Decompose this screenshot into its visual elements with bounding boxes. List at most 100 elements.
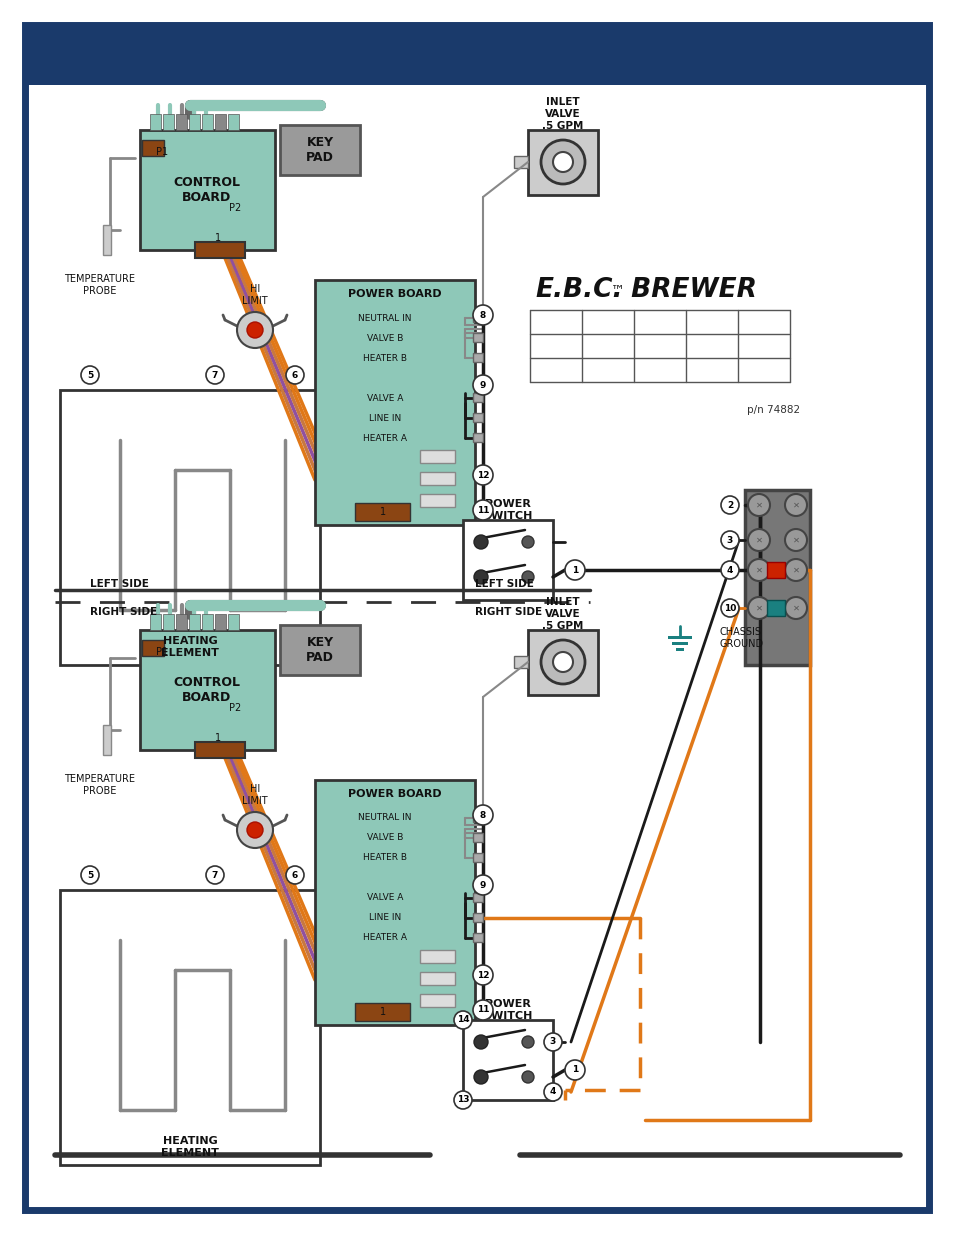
Text: 9: 9 xyxy=(479,380,486,389)
Circle shape xyxy=(553,152,573,172)
Text: CONTROL
BOARD: CONTROL BOARD xyxy=(173,177,240,204)
Text: 5: 5 xyxy=(87,370,93,379)
Text: HEATING
ELEMENT: HEATING ELEMENT xyxy=(161,636,218,658)
Text: HEATER B: HEATER B xyxy=(363,353,407,363)
Text: VALVE B: VALVE B xyxy=(366,333,403,342)
Text: LINE IN: LINE IN xyxy=(369,914,400,923)
Circle shape xyxy=(521,571,534,583)
Circle shape xyxy=(784,494,806,516)
Text: TEMPERATURE
PROBE: TEMPERATURE PROBE xyxy=(65,774,135,795)
Bar xyxy=(473,832,482,842)
Bar xyxy=(189,614,200,630)
Bar xyxy=(228,114,239,130)
Bar xyxy=(194,242,245,258)
Text: 7: 7 xyxy=(212,871,218,879)
Text: 3: 3 xyxy=(726,536,732,545)
Bar xyxy=(314,781,475,1025)
Circle shape xyxy=(473,876,493,895)
Text: 11: 11 xyxy=(476,1005,489,1014)
Text: P1: P1 xyxy=(155,647,168,657)
Circle shape xyxy=(540,640,584,684)
Text: LEFT SIDE: LEFT SIDE xyxy=(90,579,149,589)
Bar xyxy=(140,630,274,750)
Text: 7: 7 xyxy=(212,370,218,379)
Text: 1: 1 xyxy=(571,1066,578,1074)
Text: RIGHT SIDE: RIGHT SIDE xyxy=(475,606,541,618)
Text: 12: 12 xyxy=(476,971,489,979)
Bar xyxy=(60,890,319,1165)
Bar xyxy=(25,25,928,85)
Bar xyxy=(473,433,482,442)
Circle shape xyxy=(474,1035,488,1049)
Text: HEATER A: HEATER A xyxy=(363,934,407,942)
Circle shape xyxy=(206,366,224,384)
Text: E.B.C.: E.B.C. xyxy=(535,277,622,303)
Bar xyxy=(419,494,455,508)
Text: RIGHT SIDE: RIGHT SIDE xyxy=(90,606,157,618)
Bar xyxy=(214,114,226,130)
Circle shape xyxy=(784,559,806,580)
Text: 2: 2 xyxy=(726,500,732,510)
Bar xyxy=(175,614,187,630)
Bar xyxy=(194,742,245,758)
Bar xyxy=(189,114,200,130)
Text: VALVE A: VALVE A xyxy=(366,394,403,403)
Text: 6: 6 xyxy=(292,370,297,379)
Circle shape xyxy=(454,1091,472,1109)
Text: 6: 6 xyxy=(292,871,297,879)
Bar xyxy=(202,614,213,630)
Text: ✕: ✕ xyxy=(755,604,761,613)
Circle shape xyxy=(543,1083,561,1100)
Bar xyxy=(514,156,527,168)
Circle shape xyxy=(564,1060,584,1079)
Bar xyxy=(355,503,410,521)
Text: 1: 1 xyxy=(214,734,221,743)
Bar xyxy=(744,490,809,664)
Bar xyxy=(175,114,187,130)
Circle shape xyxy=(474,535,488,550)
Circle shape xyxy=(474,1070,488,1084)
Text: LEFT SIDE: LEFT SIDE xyxy=(475,579,534,589)
Circle shape xyxy=(784,597,806,619)
Text: p/n 74882: p/n 74882 xyxy=(746,405,800,415)
Text: 3: 3 xyxy=(549,1037,556,1046)
Bar xyxy=(462,1020,553,1100)
Bar xyxy=(163,114,173,130)
Bar xyxy=(280,125,359,175)
Text: HI
LIMIT: HI LIMIT xyxy=(242,284,268,306)
Text: INLET
VALVE
.5 GPM: INLET VALVE .5 GPM xyxy=(541,598,583,631)
Text: ✕: ✕ xyxy=(755,536,761,545)
Circle shape xyxy=(747,559,769,580)
Circle shape xyxy=(473,1000,493,1020)
Text: POWER
SWITCH: POWER SWITCH xyxy=(483,499,532,521)
Text: HEATING
ELEMENT: HEATING ELEMENT xyxy=(161,1136,218,1157)
Circle shape xyxy=(543,1032,561,1051)
Text: 1: 1 xyxy=(379,1007,386,1016)
Bar xyxy=(667,636,691,638)
Circle shape xyxy=(454,1011,472,1029)
Circle shape xyxy=(553,652,573,672)
Circle shape xyxy=(473,500,493,520)
Text: NEUTRAL IN: NEUTRAL IN xyxy=(358,814,412,823)
Circle shape xyxy=(236,811,273,848)
Circle shape xyxy=(474,571,488,584)
Bar xyxy=(355,1003,410,1021)
Text: 1: 1 xyxy=(379,508,386,517)
Text: P2: P2 xyxy=(229,203,241,212)
Bar xyxy=(103,725,111,755)
Circle shape xyxy=(521,1071,534,1083)
Circle shape xyxy=(540,140,584,184)
Bar xyxy=(214,614,226,630)
Text: POWER
SWITCH: POWER SWITCH xyxy=(483,999,532,1021)
Text: VALVE A: VALVE A xyxy=(366,893,403,903)
Bar xyxy=(766,600,784,616)
Bar xyxy=(514,656,527,668)
Bar xyxy=(142,640,164,656)
Text: 4: 4 xyxy=(549,1088,556,1097)
Bar xyxy=(473,353,482,362)
Bar xyxy=(202,114,213,130)
Text: HI
LIMIT: HI LIMIT xyxy=(242,784,268,805)
Circle shape xyxy=(247,322,263,338)
Bar xyxy=(103,225,111,254)
Text: ✕: ✕ xyxy=(792,500,799,510)
